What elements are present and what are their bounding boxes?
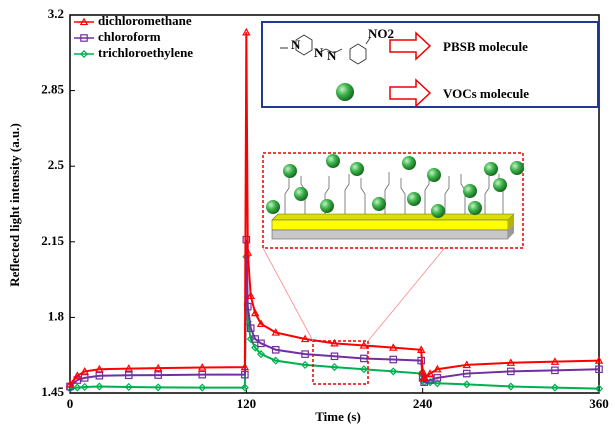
y-tick-label: 3.2 (48, 6, 64, 21)
legend-label: dichloromethane (98, 13, 192, 28)
x-tick-label: 240 (413, 396, 433, 411)
atom-label: N (291, 37, 301, 52)
x-axis-label: Time (s) (315, 409, 361, 424)
y-tick-label: 2.5 (48, 157, 65, 172)
y-axis-label: Reflected light intensity (a.u.) (7, 123, 22, 287)
chart: 1.45 1.8 2.15 2.5 2.85 3.2 0 120 240 360 dichlorom… (0, 0, 615, 431)
inset-label: PBSB molecule (443, 39, 528, 54)
y-tick-label: 1.8 (48, 308, 65, 323)
inset-label: VOCs molecule (443, 86, 529, 101)
x-tick-label: 0 (67, 396, 74, 411)
x-tick-label: 120 (237, 396, 257, 411)
x-tick-label: 360 (589, 396, 609, 411)
inset-diagram (263, 153, 524, 248)
zoom-box (313, 341, 368, 384)
legend-label: trichloroethylene (98, 45, 193, 60)
y-tick-label: 2.85 (41, 82, 64, 97)
legend-label: chloroform (98, 29, 161, 44)
inset-legend: N N N NO2 PBSB molecule VOCs molecule (262, 22, 598, 107)
y-tick-label: 2.15 (41, 233, 64, 248)
voc-ball (336, 83, 354, 101)
y-tick-label: 1.45 (41, 384, 64, 399)
atom-label: NO2 (368, 26, 394, 41)
atom-label: N (314, 45, 324, 60)
connector (263, 248, 313, 341)
atom-label: N (327, 48, 337, 63)
